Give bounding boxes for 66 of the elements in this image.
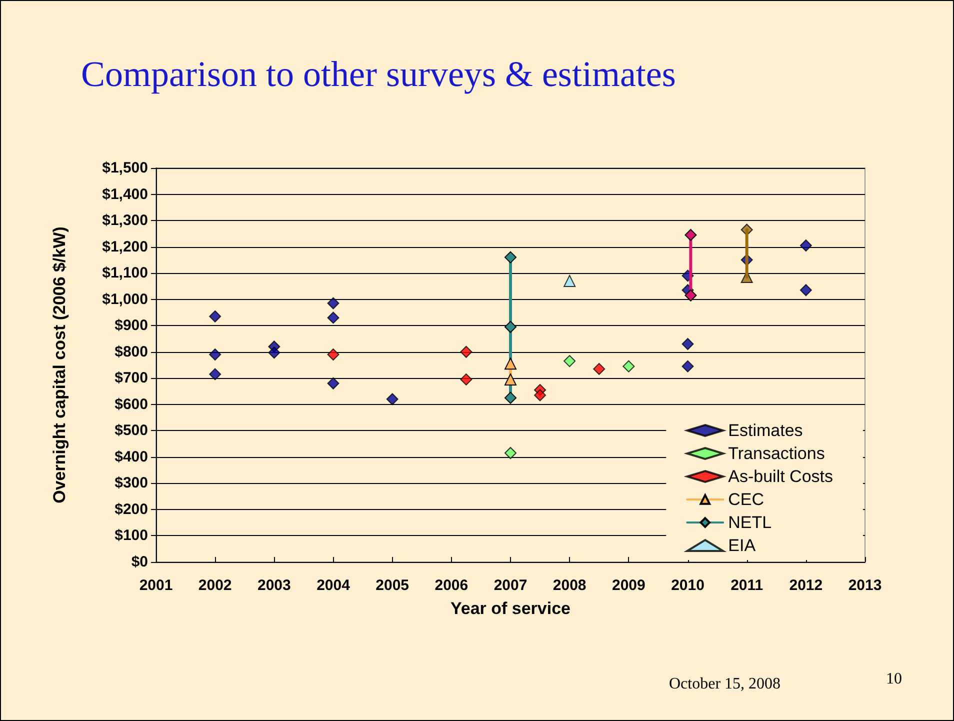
x-tick-label: 2010 — [671, 577, 704, 594]
point — [622, 360, 635, 372]
point — [682, 338, 694, 350]
x-tick-label: 2002 — [198, 577, 232, 594]
y-tick-label: $1,500 — [102, 160, 148, 176]
point — [209, 368, 222, 380]
point — [327, 297, 340, 310]
x-tick-label: 2008 — [552, 577, 586, 594]
x-tick-label: 2007 — [494, 577, 528, 594]
point — [327, 348, 340, 360]
point — [800, 284, 812, 296]
x-tick-label: 2004 — [316, 577, 351, 594]
x-tick-label: 2013 — [848, 577, 882, 594]
x-tick-label: 2006 — [434, 577, 468, 594]
x-tick-label: 2011 — [730, 577, 764, 594]
legend-label: EIA — [728, 536, 756, 555]
point — [682, 360, 694, 372]
y-tick-label: $1,400 — [102, 186, 148, 203]
legend-label: NETL — [728, 513, 772, 532]
point — [504, 320, 516, 333]
x-tick-label: 2001 — [139, 577, 173, 594]
y-tick-label: $1,100 — [102, 264, 148, 282]
point — [460, 346, 472, 358]
y-tick-label: $900 — [114, 317, 148, 334]
text: October 15, 2008 — [669, 676, 781, 692]
legend-label: Estimates — [728, 421, 803, 440]
point — [800, 239, 812, 252]
y-tick-label: $1,000 — [102, 290, 148, 308]
point — [460, 373, 472, 386]
x-tick-label: 2009 — [612, 577, 646, 594]
y-tick-label: $0 — [131, 554, 148, 570]
x-axis-title: Year of service — [450, 599, 571, 618]
y-tick-label: $500 — [114, 422, 148, 440]
x-tick-label: 2012 — [789, 577, 823, 594]
point — [504, 392, 516, 404]
point — [504, 446, 516, 459]
point — [386, 393, 398, 406]
point — [684, 289, 697, 302]
point — [504, 251, 516, 264]
point — [209, 348, 222, 360]
y-axis-title: Overnight capital cost (2006 $/kW) — [50, 226, 69, 504]
point — [209, 310, 222, 322]
point — [684, 228, 697, 241]
y-tick-label: $1,200 — [102, 238, 148, 256]
x-tick-label: 2003 — [257, 577, 291, 594]
x-tick-label: 2005 — [376, 577, 410, 594]
y-tick-label: $800 — [114, 343, 148, 360]
legend-label: CEC — [728, 490, 764, 509]
point — [593, 362, 606, 375]
point — [534, 389, 546, 402]
point — [268, 346, 280, 359]
y-tick-label: $300 — [114, 474, 148, 492]
point — [564, 355, 576, 368]
y-tick-label: $100 — [114, 527, 148, 544]
point — [327, 312, 340, 324]
y-tick-label: $1,300 — [102, 212, 148, 230]
legend-label: As-built Costs — [728, 467, 834, 486]
text: 10 — [886, 670, 902, 688]
point — [327, 377, 340, 390]
y-tick-label: $200 — [114, 500, 148, 518]
point — [564, 274, 576, 287]
y-tick-label: $600 — [114, 396, 148, 413]
y-tick-label: $700 — [114, 370, 148, 387]
chart-title: Comparison to other surveys & estimates — [81, 54, 676, 94]
legend-label: Transactions — [728, 444, 825, 463]
y-tick-label: $400 — [114, 448, 148, 466]
